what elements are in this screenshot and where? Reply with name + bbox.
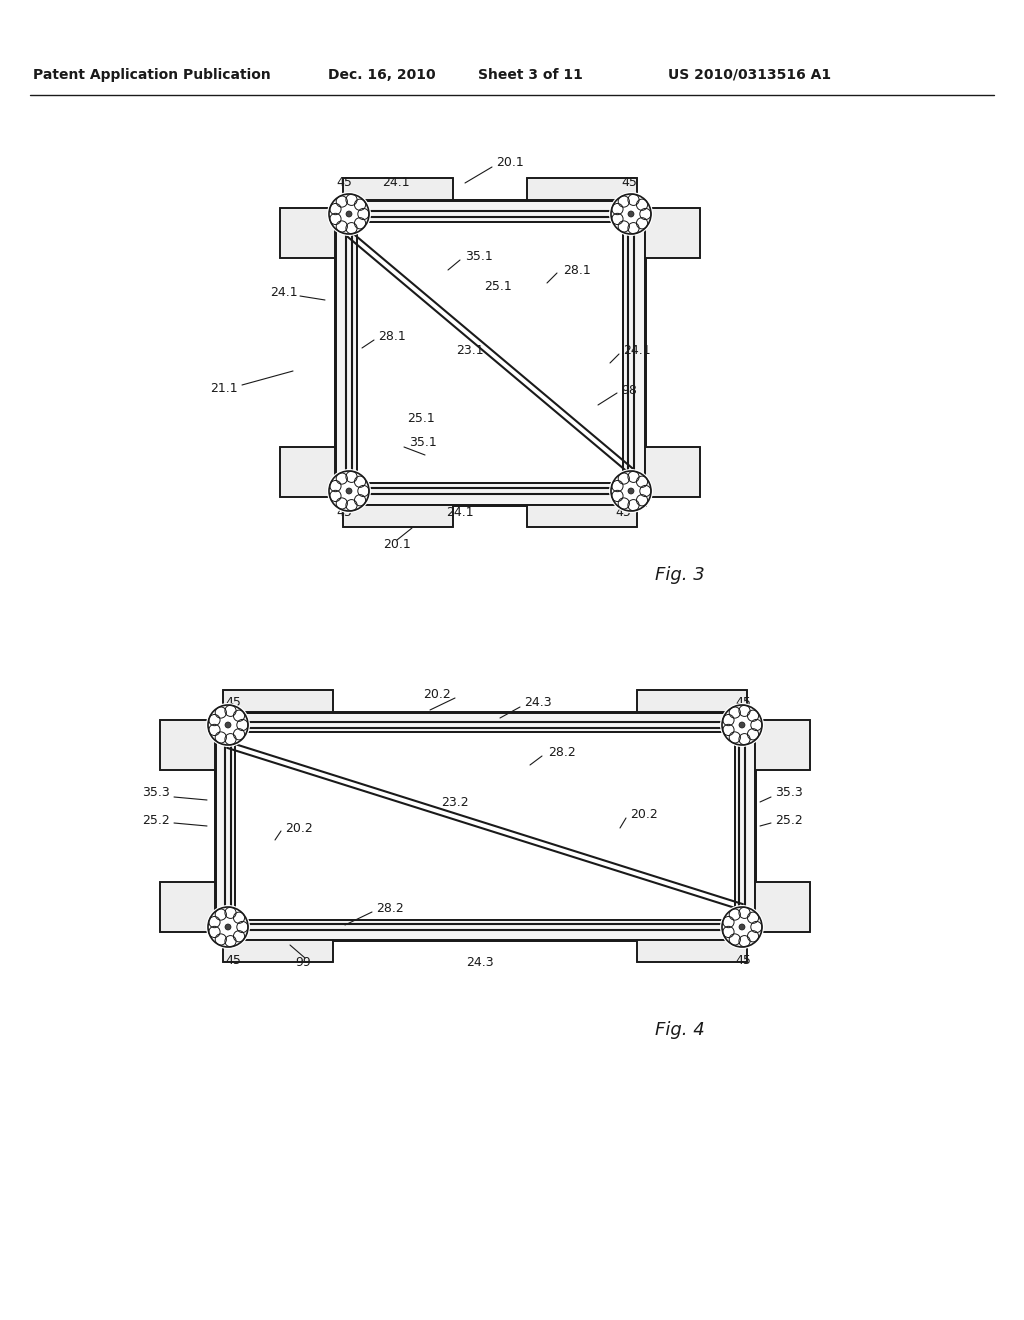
Text: 45: 45	[622, 177, 637, 190]
Bar	[637, 690, 746, 711]
Text: 24.1: 24.1	[623, 343, 650, 356]
Text: 45: 45	[615, 507, 631, 520]
Bar	[527, 506, 637, 527]
Bar	[527, 178, 637, 201]
Bar	[160, 882, 215, 932]
Bar	[755, 719, 810, 770]
Bar	[343, 506, 453, 527]
Text: 23.1: 23.1	[456, 343, 483, 356]
Text: 45: 45	[225, 697, 241, 710]
Text: 24.3: 24.3	[524, 697, 552, 710]
Bar	[280, 209, 335, 257]
Bar	[335, 201, 645, 506]
Bar	[645, 209, 700, 257]
Circle shape	[225, 722, 231, 729]
Text: 24.1: 24.1	[270, 286, 298, 300]
Bar	[645, 447, 700, 498]
Bar	[637, 940, 746, 962]
Text: 20.1: 20.1	[383, 539, 411, 552]
Text: 21.1: 21.1	[210, 381, 238, 395]
Text: 24.1: 24.1	[382, 177, 410, 190]
Text: Dec. 16, 2010: Dec. 16, 2010	[328, 69, 436, 82]
Bar	[280, 447, 335, 498]
Text: 24.3: 24.3	[466, 957, 494, 969]
Bar	[234, 733, 735, 920]
Text: 45: 45	[735, 953, 751, 966]
Text: 20.2: 20.2	[285, 821, 312, 834]
Text: 45: 45	[336, 507, 352, 520]
Bar	[335, 201, 645, 506]
Bar	[755, 719, 810, 770]
Text: 35.1: 35.1	[465, 249, 493, 263]
Text: 25.1: 25.1	[407, 412, 435, 425]
Text: 20.2: 20.2	[630, 808, 657, 821]
Bar	[637, 940, 746, 962]
Circle shape	[609, 191, 653, 236]
Circle shape	[206, 906, 250, 949]
Circle shape	[628, 488, 634, 494]
Bar	[280, 209, 335, 257]
Bar	[527, 506, 637, 527]
Bar	[160, 719, 215, 770]
Bar	[215, 711, 755, 940]
Text: 25.2: 25.2	[142, 813, 170, 826]
Bar	[645, 447, 700, 498]
Circle shape	[720, 704, 764, 747]
Bar	[223, 940, 333, 962]
Text: Fig. 4: Fig. 4	[655, 1020, 705, 1039]
Text: 25.2: 25.2	[775, 813, 803, 826]
Bar	[223, 690, 333, 711]
Circle shape	[206, 704, 250, 747]
Circle shape	[628, 211, 634, 216]
Circle shape	[609, 469, 653, 513]
Bar	[755, 882, 810, 932]
Text: 28.1: 28.1	[563, 264, 591, 276]
Bar	[215, 711, 755, 940]
Text: 45: 45	[735, 697, 751, 710]
Text: Patent Application Publication: Patent Application Publication	[33, 69, 271, 82]
Text: 45: 45	[225, 953, 241, 966]
Bar	[755, 882, 810, 932]
Circle shape	[327, 191, 371, 236]
Bar	[343, 178, 453, 201]
Text: 35.3: 35.3	[775, 787, 803, 800]
Circle shape	[346, 488, 352, 494]
Text: 35.1: 35.1	[409, 437, 437, 450]
Bar	[343, 506, 453, 527]
Bar	[160, 719, 215, 770]
Bar	[280, 447, 335, 498]
Text: 20.2: 20.2	[423, 689, 451, 701]
Text: 28.2: 28.2	[376, 902, 403, 915]
Text: 28.1: 28.1	[378, 330, 406, 343]
Text: 99: 99	[295, 957, 311, 969]
Circle shape	[720, 906, 764, 949]
Text: US 2010/0313516 A1: US 2010/0313516 A1	[669, 69, 831, 82]
Bar	[223, 940, 333, 962]
Circle shape	[739, 924, 745, 931]
Bar	[527, 178, 637, 201]
Text: 20.1: 20.1	[496, 157, 523, 169]
Text: 28.2: 28.2	[548, 747, 575, 759]
Bar	[223, 690, 333, 711]
Circle shape	[327, 469, 371, 513]
Circle shape	[225, 924, 231, 931]
Circle shape	[739, 722, 745, 729]
Bar	[234, 733, 735, 920]
Text: 24.1: 24.1	[446, 507, 474, 520]
Text: 45: 45	[336, 177, 352, 190]
Bar	[357, 222, 623, 483]
Bar	[343, 178, 453, 201]
Text: 98: 98	[621, 384, 637, 396]
Text: 35.3: 35.3	[142, 787, 170, 800]
Bar	[637, 690, 746, 711]
Bar	[645, 209, 700, 257]
Bar	[160, 882, 215, 932]
Text: Fig. 3: Fig. 3	[655, 566, 705, 583]
Circle shape	[346, 211, 352, 216]
Text: 23.2: 23.2	[441, 796, 469, 809]
Text: 25.1: 25.1	[484, 281, 512, 293]
Text: Sheet 3 of 11: Sheet 3 of 11	[477, 69, 583, 82]
Bar	[357, 222, 623, 483]
